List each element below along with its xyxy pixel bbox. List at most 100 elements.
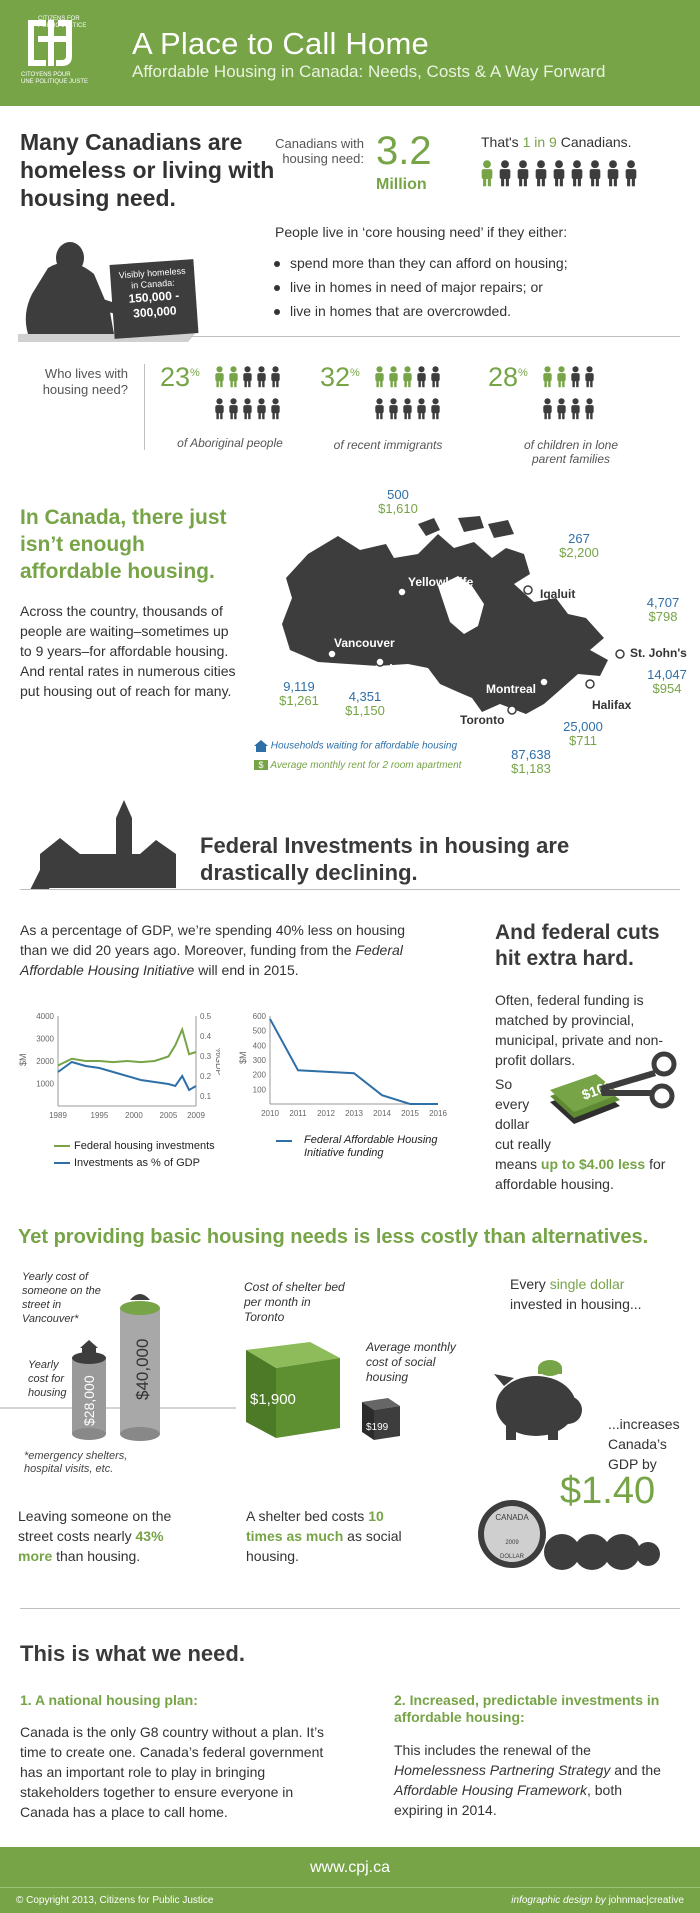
coin-icon: CANADA DOLLAR 2009 — [478, 1500, 660, 1570]
list-item: live in homes that are overcrowded. — [272, 299, 672, 323]
tick-label: 600 — [253, 1012, 267, 1021]
cost-footnote: *emergency shelters, hospital visits, et… — [24, 1450, 128, 1475]
cuts-headline: And federal cuts hit extra hard. — [495, 921, 660, 970]
person-icon — [543, 366, 552, 388]
shelter-cost-label: Cost of shelter bed per month in Toronto — [244, 1280, 345, 1324]
list-item: live in homes in need of major repairs; … — [272, 275, 672, 299]
street-cost-text: Leaving someone on the street costs near… — [18, 1508, 172, 1564]
tick-label: 1995 — [91, 1111, 109, 1120]
y-axis-label: $M — [238, 1051, 248, 1064]
housing-cost-label: Yearly cost for housing — [28, 1359, 67, 1399]
tick-label: 2014 — [373, 1109, 391, 1118]
svg-text:$40,000: $40,000 — [133, 1339, 152, 1400]
tick-label: 2009 — [187, 1111, 205, 1120]
person-icon — [389, 366, 398, 388]
person-icon — [571, 398, 580, 420]
person-icon — [215, 398, 224, 420]
group-label: of Aboriginal people — [177, 436, 283, 450]
person-icon — [257, 398, 266, 420]
tick-label: 2010 — [261, 1109, 279, 1118]
y-axis-label-right: %GDP — [214, 1048, 220, 1076]
person-icon — [130, 1294, 150, 1300]
svg-text:$28,000: $28,000 — [81, 1375, 97, 1426]
who-label: Who lives with housing need? — [42, 366, 128, 397]
svg-text:$1,900: $1,900 — [250, 1391, 296, 1408]
person-icon — [557, 398, 566, 420]
person-icon — [431, 398, 440, 420]
org-name-fr: CITOYENS POUR UNE POLITIQUE JUSTE — [21, 72, 89, 85]
person-icon — [417, 398, 426, 420]
svg-text:DOLLAR: DOLLAR — [500, 1554, 525, 1560]
tick-label: 4000 — [36, 1012, 54, 1021]
dollar-bill-icon: $100 — [550, 1074, 620, 1124]
street-cost-label: Yearly cost of someone on the street in … — [22, 1271, 101, 1325]
tick-label: 1989 — [49, 1111, 67, 1120]
need-section-headline: This is what we need. — [20, 1641, 245, 1666]
item2-body: This includes the renewal of the Homeles… — [394, 1742, 661, 1818]
person-icon — [607, 160, 619, 187]
core-need-list: spend more than they can afford on housi… — [272, 251, 672, 323]
city-iqaluit: Iqaluit — [540, 587, 576, 601]
person-icon — [557, 366, 566, 388]
fahi-funding-chart: 600 500 400 300 200 100 2010 2011 2012 2013 2014 20… — [238, 1012, 447, 1118]
person-icon — [271, 366, 280, 388]
core-need-intro: People live in ‘core housing need’ if th… — [275, 224, 568, 240]
costs-headline: Yet providing basic housing needs is les… — [18, 1226, 649, 1248]
canada-map — [282, 516, 608, 714]
series-line — [269, 1018, 438, 1105]
federal-headline: Federal Investments in housing are drast… — [200, 833, 570, 885]
scissors-icon — [600, 1051, 677, 1109]
map-legend-rent: $ Average monthly rent for 2 room apartm… — [254, 760, 461, 771]
map-headline: In Canada, there just isn’t enough affor… — [20, 506, 227, 583]
federal-para: As a percentage of GDP, we’re spending 4… — [20, 922, 405, 978]
shelter-cost-text: A shelter bed costs 10 times as much as … — [246, 1508, 402, 1564]
person-icon — [499, 160, 511, 187]
person-icon — [571, 366, 580, 388]
item1-body: Canada is the only G8 country without a … — [20, 1724, 325, 1820]
federal-investment-chart: 4000 3000 2000 1000 0.5 0.4 0.3 0.2 0.1 1989 1995 2… — [18, 1012, 220, 1120]
city-stat: 14,047 $954 — [647, 667, 687, 696]
person-icon — [481, 160, 493, 187]
city-stat: 9,119 $1,261 — [279, 679, 319, 708]
group-label: of recent immigrants — [333, 438, 443, 452]
person-icon — [431, 366, 440, 388]
footer: www.cpj.ca © Copyright 2013, Citizens fo… — [0, 1847, 700, 1913]
tick-label: 2012 — [317, 1109, 335, 1118]
person-icon — [229, 366, 238, 388]
city-toronto: Toronto — [460, 713, 505, 727]
chart2-legend: Federal Affordable Housing Initiative fu… — [276, 1134, 446, 1160]
person-icon — [625, 160, 637, 187]
cost-cubes: $1,900 $199 — [246, 1342, 400, 1440]
person-icon — [589, 160, 601, 187]
city-yellowknife: Yellowknife — [408, 575, 474, 589]
tick-label: 3000 — [36, 1035, 54, 1044]
divider — [20, 1608, 680, 1609]
map-pin-icon — [585, 679, 595, 689]
person-icon — [403, 398, 412, 420]
stat-unit: Million — [376, 176, 427, 193]
divider — [0, 1887, 700, 1888]
map-legend-waiting: Households waiting for affordable housin… — [254, 740, 457, 752]
copyright: © Copyright 2013, Citizens for Public Ju… — [16, 1895, 214, 1906]
city-halifax: Halifax — [592, 698, 632, 712]
design-credit: infographic design by johnmac|creative — [511, 1895, 684, 1906]
org-name: CITIZENS FOR PUBLIC JUSTICE — [38, 16, 87, 29]
page-subtitle: Affordable Housing in Canada: Needs, Cos… — [132, 62, 606, 81]
homeless-sign: Visibly homeless in Canada: 150,000 - 30… — [109, 259, 199, 339]
person-icon — [243, 398, 252, 420]
website-link[interactable]: www.cpj.ca — [309, 1859, 391, 1876]
person-icon — [417, 366, 426, 388]
ratio-text: That's 1 in 9 Canadians. — [481, 134, 632, 150]
person-icon — [257, 366, 266, 388]
map-pins — [327, 585, 625, 715]
need-headline: Many Canadians are homeless or living wi… — [20, 129, 275, 211]
tick-label: 400 — [253, 1041, 267, 1050]
group-pct: 32% — [320, 362, 360, 392]
house-icon — [80, 1340, 98, 1356]
person-icon — [553, 160, 565, 187]
person-icon — [585, 366, 594, 388]
person-icon — [517, 160, 529, 187]
tick-label: 2016 — [429, 1109, 447, 1118]
gdp-increase-text: ...increases Canada’s GDP by — [608, 1416, 680, 1472]
chart1-legend-1: Federal housing investments — [54, 1140, 215, 1152]
